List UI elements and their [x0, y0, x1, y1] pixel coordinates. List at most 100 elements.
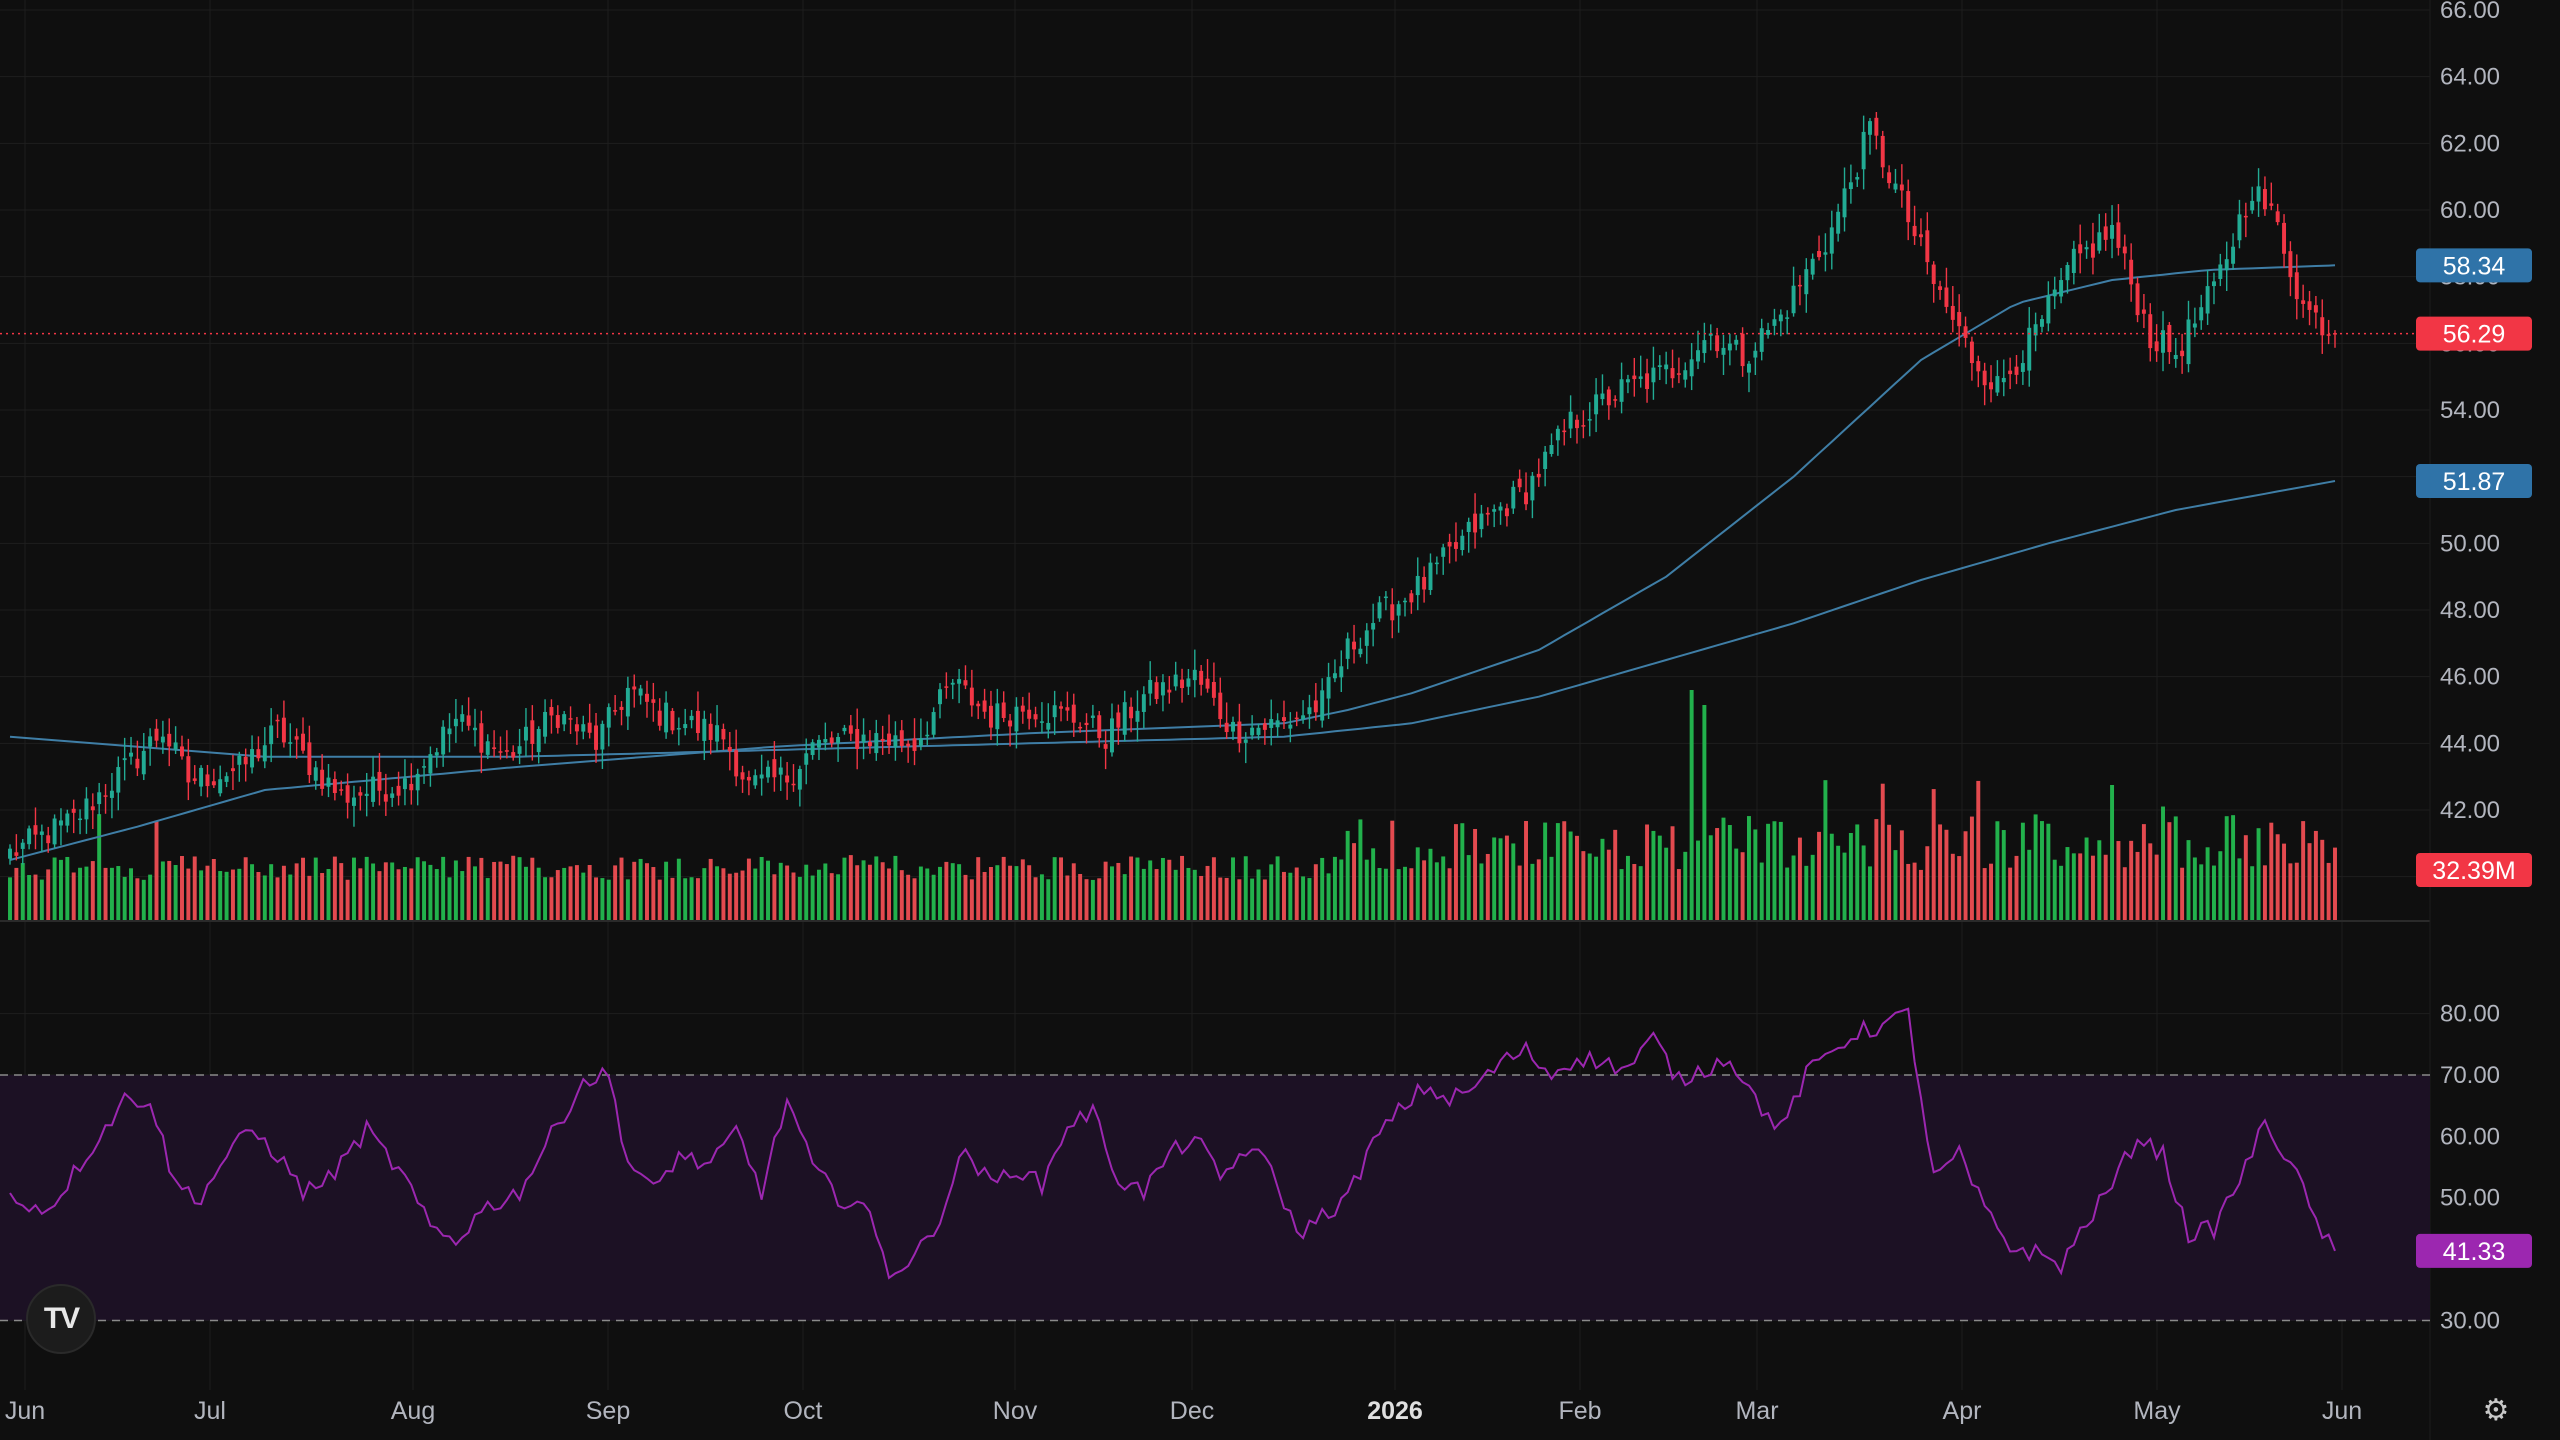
candle-body [2256, 186, 2261, 202]
volume-bar [358, 868, 363, 920]
candle-body [581, 724, 586, 732]
volume-bar [995, 865, 1000, 920]
candle-body [2173, 354, 2178, 360]
candle-body [1154, 682, 1159, 700]
volume-bar [664, 861, 669, 920]
volume-bar [2192, 857, 2197, 920]
candle-body [2110, 224, 2115, 239]
candle-body [2027, 327, 2032, 371]
volume-bar [1651, 830, 1656, 920]
candle-body [90, 806, 95, 811]
candle-body [887, 733, 892, 746]
candle-body [1568, 411, 1573, 429]
volume-bar [759, 856, 764, 920]
volume-bar [1683, 851, 1688, 920]
volume-bar [1148, 860, 1153, 920]
volume-bar [2224, 816, 2229, 920]
candle-body [1689, 359, 1694, 377]
volume-bar [1861, 845, 1866, 920]
volume-bar [1390, 820, 1395, 920]
time-tick-label: Mar [1735, 1397, 1778, 1425]
candle-body [1313, 700, 1318, 713]
volume-bar [1855, 824, 1860, 920]
candle-body [218, 779, 223, 794]
candle-body [339, 789, 344, 791]
volume-bar [2262, 865, 2267, 920]
candle-body [1332, 673, 1337, 679]
candle-body [1250, 727, 1255, 736]
candle-body [1836, 211, 1841, 234]
volume-bar [1237, 879, 1242, 920]
volume-bar [1460, 823, 1465, 920]
tradingview-logo[interactable]: TV [26, 1284, 96, 1354]
candle-body [1129, 706, 1134, 719]
volume-bar [1473, 828, 1478, 920]
volume-bar [823, 863, 828, 920]
candle-body [1549, 445, 1554, 455]
rsi-tick-label: 70.00 [2440, 1062, 2500, 1089]
volume-bar [708, 858, 713, 920]
volume-bar [1969, 816, 1974, 920]
volume-bar [632, 861, 637, 920]
candle-body [1320, 690, 1325, 721]
candle-body [205, 774, 210, 787]
candle-body [874, 733, 879, 754]
candle-body [230, 768, 235, 772]
volume-bar [574, 865, 579, 920]
volume-bar [1224, 877, 1229, 920]
candle-body [422, 766, 427, 768]
candle-body [1957, 312, 1962, 327]
candle-body [2014, 366, 2019, 375]
candle-body [918, 738, 923, 746]
volume-bar [1447, 868, 1452, 920]
candle-body [1651, 367, 1656, 383]
gear-icon[interactable]: ⚙ [2482, 1392, 2510, 1428]
candle-body [103, 795, 108, 797]
volume-bar [1963, 831, 1968, 920]
candle-body [237, 755, 242, 765]
candle-body [1409, 593, 1414, 603]
volume-bar [676, 858, 681, 920]
volume-bar [1199, 875, 1204, 920]
volume-bar [1759, 862, 1764, 920]
volume-bar [1192, 869, 1197, 920]
volume-bar [250, 864, 255, 920]
volume-bar [364, 856, 369, 920]
volume-bar [141, 879, 146, 920]
candle-body [606, 707, 611, 728]
volume-bar [1160, 857, 1165, 920]
candle-body [906, 743, 911, 747]
candle-body [52, 818, 57, 845]
volume-bar [2275, 834, 2280, 920]
volume-bar [1256, 869, 1261, 920]
candle-body [2052, 289, 2057, 297]
volume-bar [1339, 859, 1344, 920]
candle-body [759, 774, 764, 779]
candle-body [1288, 724, 1293, 729]
volume-bar [1785, 867, 1790, 920]
volume-bar [129, 868, 134, 920]
candle-body [1989, 382, 1994, 390]
candle-body [377, 771, 382, 791]
candle-body [415, 773, 420, 791]
volume-bar [1727, 825, 1732, 920]
candle-body [294, 736, 299, 740]
candle-body [504, 750, 509, 752]
volume-bar [447, 877, 452, 920]
candle-body [1339, 666, 1344, 678]
candle-body [1231, 721, 1235, 732]
volume-bar [1352, 843, 1357, 920]
candle-body [1224, 722, 1229, 733]
candle-body [1613, 399, 1618, 401]
rsi-tick-label: 60.00 [2440, 1123, 2500, 1150]
candle-body [562, 714, 567, 725]
candle-body [2020, 363, 2025, 372]
volume-value-badge [2416, 853, 2532, 887]
candle-body [2243, 215, 2248, 218]
candle-body [1778, 314, 1783, 322]
candle-body [1345, 638, 1350, 659]
candle-body [2192, 323, 2197, 328]
volume-bar [2046, 823, 2051, 920]
volume-bar [810, 875, 815, 920]
